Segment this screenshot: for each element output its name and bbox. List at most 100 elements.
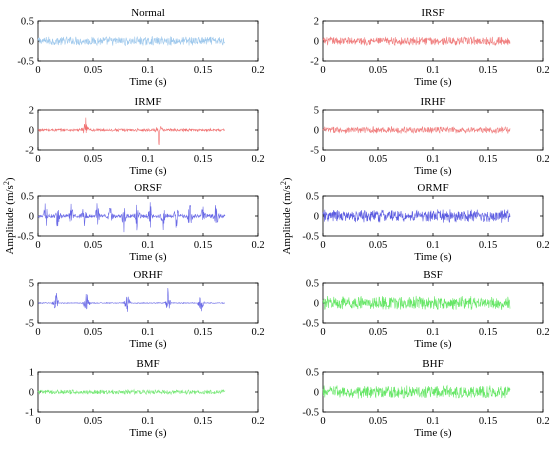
y-tick-label: -0.5 <box>17 57 34 68</box>
signal-line <box>37 117 226 145</box>
y-tick-label: 2 <box>314 17 319 28</box>
y-axis-unit-exponent: 2 <box>279 181 288 185</box>
y-tick-label: 0 <box>29 37 34 48</box>
x-axis-title: Time (s) <box>129 165 167 177</box>
x-tick-label: 0.05 <box>84 327 102 338</box>
x-tick-label: 0.2 <box>536 240 549 251</box>
panel-title: ORSF <box>134 182 162 194</box>
x-tick-label: 0.1 <box>141 327 154 338</box>
x-axis-title: Time (s) <box>414 338 452 350</box>
x-tick-label: 0 <box>35 65 40 76</box>
y-tick-label: 0 <box>29 126 34 137</box>
x-tick-label: 0.1 <box>141 416 154 427</box>
x-axis-title: Time (s) <box>129 251 167 263</box>
x-tick-label: 0.2 <box>251 154 264 165</box>
y-tick-label: 0 <box>29 212 34 223</box>
x-tick-label: 0.15 <box>194 154 212 165</box>
x-tick-label: 0.05 <box>369 240 387 251</box>
signal-line <box>37 287 226 312</box>
x-tick-label: 0.15 <box>479 240 497 251</box>
y-tick-label: 0 <box>314 126 319 137</box>
x-axis-title: Time (s) <box>129 338 167 350</box>
y-tick-label: -0.5 <box>302 319 319 330</box>
x-tick-label: 0 <box>320 65 325 76</box>
y-tick-label: 0 <box>314 299 319 310</box>
panel-title: ORMF <box>417 182 448 194</box>
y-tick-label: -5 <box>310 146 319 157</box>
panel-title: IRHF <box>420 96 445 108</box>
x-tick-label: 0.2 <box>251 65 264 76</box>
x-tick-label: 0.05 <box>84 65 102 76</box>
y-axis-title-left: Amplitude (m/s2) <box>2 177 16 254</box>
y-tick-label: 5 <box>29 279 34 290</box>
x-tick-label: 0.05 <box>369 65 387 76</box>
x-tick-label: 0.15 <box>194 327 212 338</box>
panel-title: BMF <box>136 358 159 370</box>
x-tick-label: 0 <box>320 240 325 251</box>
signal-line <box>37 388 226 396</box>
y-tick-label: 0.5 <box>306 192 319 203</box>
x-tick-label: 0.15 <box>479 65 497 76</box>
y-tick-label: -1 <box>25 408 34 419</box>
y-tick-label: -5 <box>25 319 34 330</box>
x-axis-title: Time (s) <box>129 427 167 439</box>
signal-line <box>37 36 226 47</box>
panel-title: IRSF <box>421 7 444 19</box>
y-tick-label: 0.5 <box>306 368 319 379</box>
y-tick-label: -0.5 <box>302 408 319 419</box>
x-tick-label: 0.2 <box>251 327 264 338</box>
x-tick-label: 0 <box>320 154 325 165</box>
x-tick-label: 0.2 <box>536 65 549 76</box>
x-axis-title: Time (s) <box>414 251 452 263</box>
x-tick-label: 0 <box>35 240 40 251</box>
x-axis-title: Time (s) <box>414 427 452 439</box>
y-tick-label: -0.5 <box>17 232 34 243</box>
x-tick-label: 0 <box>35 154 40 165</box>
x-tick-label: 0.15 <box>479 416 497 427</box>
y-tick-label: 1 <box>29 368 34 379</box>
panel-title: BHF <box>422 358 443 370</box>
x-tick-label: 0.15 <box>479 327 497 338</box>
signal-line <box>322 125 511 135</box>
y-axis-title-right: Amplitude (m/s2) <box>279 177 293 254</box>
x-axis-title: Time (s) <box>129 76 167 88</box>
y-tick-label: 0 <box>314 388 319 399</box>
x-tick-label: 0.1 <box>426 327 439 338</box>
panel-title: Normal <box>131 7 165 19</box>
y-tick-label: -2 <box>310 57 319 68</box>
x-tick-label: 0.05 <box>369 416 387 427</box>
x-tick-label: 0.15 <box>194 65 212 76</box>
x-tick-label: 0.2 <box>536 154 549 165</box>
x-tick-label: 0 <box>320 327 325 338</box>
x-tick-label: 0.15 <box>194 240 212 251</box>
x-tick-label: 0.15 <box>479 154 497 165</box>
x-tick-label: 0.05 <box>369 154 387 165</box>
panel-title: BSF <box>423 269 443 281</box>
y-tick-label: 0 <box>314 37 319 48</box>
y-tick-label: 0 <box>314 212 319 223</box>
y-tick-label: -2 <box>25 146 34 157</box>
x-tick-label: 0.15 <box>194 416 212 427</box>
y-tick-label: 5 <box>314 106 319 117</box>
signal-line <box>37 202 226 233</box>
x-tick-label: 0.1 <box>141 65 154 76</box>
y-tick-label: 0.5 <box>306 279 319 290</box>
x-tick-label: 0.2 <box>251 240 264 251</box>
x-tick-label: 0.05 <box>84 154 102 165</box>
panel-title: ORHF <box>133 269 162 281</box>
y-tick-label: -0.5 <box>302 232 319 243</box>
x-tick-label: 0.05 <box>369 327 387 338</box>
x-axis-title: Time (s) <box>414 76 452 88</box>
